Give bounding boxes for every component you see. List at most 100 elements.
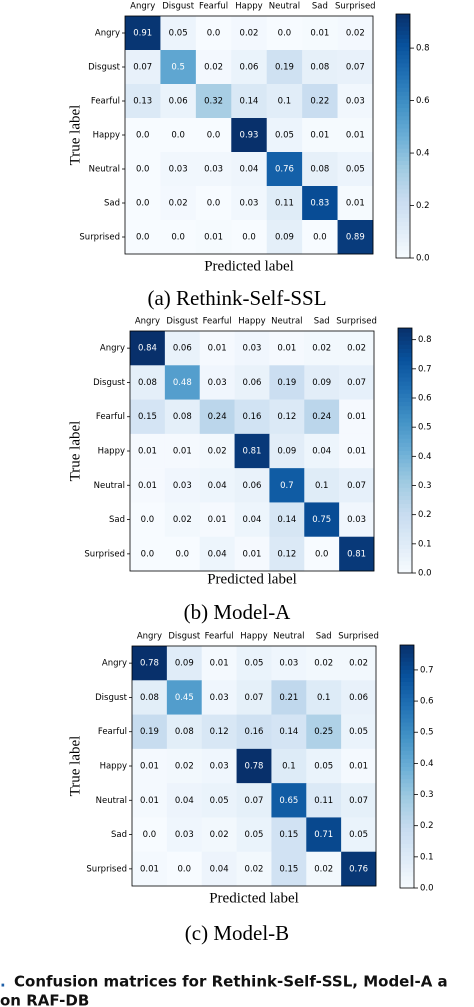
cell-label: 0.05 bbox=[245, 659, 264, 669]
heatmap-cell bbox=[199, 331, 235, 366]
colorbar-step bbox=[398, 446, 412, 451]
colorbar-step bbox=[400, 734, 414, 739]
colorbar-step bbox=[396, 54, 410, 60]
cell-label: 0.03 bbox=[240, 199, 259, 209]
colorbar-step bbox=[400, 802, 414, 808]
cell-label: 0.0 bbox=[278, 29, 292, 39]
colorbar-step bbox=[400, 798, 414, 804]
colorbar-step bbox=[396, 192, 410, 198]
cell-label: 0.06 bbox=[169, 97, 188, 107]
heatmap-cell bbox=[339, 502, 375, 538]
colorbar-step bbox=[396, 107, 410, 113]
heatmap-cell bbox=[166, 680, 203, 715]
heatmap-cell bbox=[306, 646, 342, 681]
heatmap-cell bbox=[271, 851, 307, 887]
colorbar-step bbox=[396, 197, 410, 202]
cell-label: 0.09 bbox=[175, 659, 194, 669]
colorbar-tick-label: 0.4 bbox=[420, 759, 434, 769]
y-tick-label: Fearful bbox=[91, 97, 120, 107]
colorbar-step bbox=[400, 827, 414, 832]
cell-label: 0.04 bbox=[175, 796, 194, 806]
cell-label: 0.04 bbox=[208, 481, 227, 491]
heatmap-cell bbox=[195, 84, 232, 119]
colorbar-step bbox=[396, 184, 410, 190]
colorbar-step bbox=[400, 774, 414, 780]
colorbar-step bbox=[396, 152, 410, 157]
heatmap-cell bbox=[266, 152, 303, 187]
heatmap-cell bbox=[231, 186, 268, 221]
colorbar-step bbox=[400, 835, 414, 840]
colorbar-tick-label: 0.5 bbox=[420, 728, 434, 738]
colorbar-tick-label: 0.2 bbox=[420, 821, 434, 831]
colorbar-tick-label: 0.3 bbox=[420, 790, 434, 800]
colorbar-step bbox=[398, 540, 412, 545]
colorbar-frame bbox=[397, 327, 413, 574]
y-tick-label: Happy bbox=[100, 762, 127, 772]
heatmap-cell bbox=[337, 186, 374, 221]
colorbar-step bbox=[400, 721, 414, 727]
heatmap-cell bbox=[130, 536, 166, 572]
x-tick-label: Disgust bbox=[168, 632, 201, 642]
colorbar-step bbox=[400, 689, 414, 695]
colorbar-step bbox=[400, 786, 414, 792]
heatmap-cell bbox=[304, 365, 340, 400]
cell-label: 0.03 bbox=[169, 165, 188, 175]
heatmap-cell bbox=[341, 817, 377, 853]
cell-label: 0.08 bbox=[138, 378, 157, 388]
colorbar-step bbox=[398, 568, 412, 574]
colorbar-step bbox=[400, 863, 414, 869]
colorbar-step bbox=[398, 430, 412, 435]
heatmap-cell bbox=[166, 851, 203, 887]
cell-label: 0.19 bbox=[277, 378, 296, 388]
y-tick-label: Neutral bbox=[89, 165, 120, 175]
y-tick-label: Happy bbox=[93, 131, 120, 141]
cell-label: 0.01 bbox=[349, 762, 368, 772]
colorbar-step bbox=[400, 762, 414, 767]
colorbar-tick-label: 0.6 bbox=[416, 96, 430, 106]
cell-label: 0.0 bbox=[207, 131, 221, 141]
cell-label: 0.01 bbox=[243, 549, 262, 559]
colorbar-tick-label: 0.0 bbox=[420, 884, 434, 894]
colorbar-step bbox=[400, 665, 414, 670]
colorbar-step bbox=[400, 693, 414, 699]
x-tick-label: Angry bbox=[130, 2, 155, 12]
cell-label: 0.05 bbox=[314, 762, 333, 772]
heatmap-cell bbox=[199, 536, 235, 572]
colorbar-step bbox=[398, 348, 412, 353]
cell-label: 0.01 bbox=[204, 233, 223, 243]
colorbar-step bbox=[400, 645, 414, 650]
heatmap-cell bbox=[304, 502, 340, 538]
cell-label: 0.08 bbox=[310, 63, 329, 73]
y-axis-title: True label bbox=[67, 736, 83, 797]
colorbar-step bbox=[398, 560, 412, 566]
colorbar-step bbox=[396, 205, 410, 210]
cell-label: 0.07 bbox=[245, 693, 264, 703]
cell-label: 0.12 bbox=[277, 412, 296, 422]
heatmap-cell bbox=[201, 714, 237, 750]
colorbar-step bbox=[396, 91, 410, 96]
y-axis-title: True label bbox=[67, 105, 83, 166]
heatmap-cell bbox=[306, 817, 342, 853]
colorbar-step bbox=[396, 111, 410, 117]
cell-label: 0.15 bbox=[279, 830, 298, 840]
colorbar-step bbox=[400, 681, 414, 686]
y-axis-title: True label bbox=[67, 421, 83, 482]
cell-label: 0.04 bbox=[243, 515, 262, 525]
colorbar-step bbox=[398, 397, 412, 402]
cell-label: 0.02 bbox=[173, 515, 192, 525]
cell-label: 0.06 bbox=[240, 63, 259, 73]
heatmap-cell bbox=[236, 851, 272, 887]
heatmap-cell bbox=[195, 186, 232, 221]
cell-label: 0.7 bbox=[280, 481, 294, 491]
cell-label: 0.01 bbox=[138, 481, 157, 491]
colorbar-step bbox=[400, 746, 414, 751]
heatmap-cell bbox=[231, 84, 268, 119]
heatmap-cell bbox=[160, 84, 197, 119]
cell-label: 0.0 bbox=[136, 165, 150, 175]
panel-title: (b) Model-A bbox=[184, 600, 292, 624]
heatmap-cell bbox=[201, 748, 237, 784]
cell-label: 0.01 bbox=[310, 131, 329, 141]
colorbar-tick-label: 0.3 bbox=[418, 481, 432, 491]
colorbar-step bbox=[396, 119, 410, 125]
